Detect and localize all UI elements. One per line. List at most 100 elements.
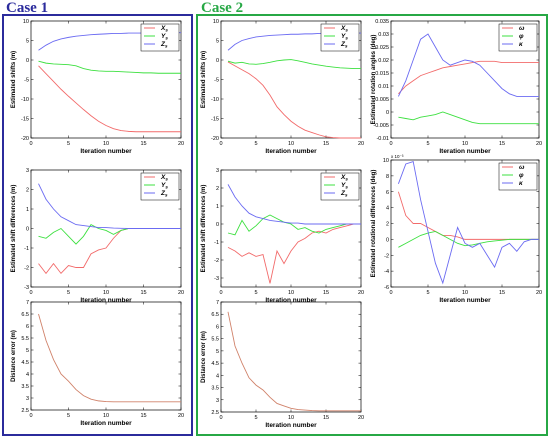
legend-label: Zs	[340, 41, 348, 49]
x-tick-label: 20	[178, 290, 184, 296]
x-tick-label: 15	[140, 413, 146, 419]
x-tick-label: 15	[323, 290, 329, 296]
y-tick-label: 5	[216, 39, 219, 45]
x-axis-label: Iteration number	[265, 297, 317, 304]
x-tick-label: 0	[29, 141, 32, 147]
y-axis-label: Estimated rotational differences (deg)	[371, 170, 377, 278]
y-tick-label: -0.01	[376, 136, 389, 142]
series-line-2	[227, 214, 361, 236]
x-tick-label: 15	[140, 141, 146, 147]
x-tick-label: 0	[219, 141, 222, 147]
y-tick-label: 2.5	[211, 410, 219, 416]
legend-label: κ	[519, 41, 523, 48]
legend-label: Xs	[160, 25, 168, 33]
x-tick-label: 10	[288, 415, 294, 421]
y-tick-label: -1	[214, 240, 219, 246]
y-tick-label: 6.5	[211, 312, 219, 318]
y-tick-label: -10	[211, 97, 219, 103]
x-tick-label: 15	[323, 415, 329, 421]
y-tick-label: 6	[26, 324, 29, 330]
legend-label: Ys	[341, 182, 348, 190]
x-tick-label: 10	[462, 141, 468, 147]
x-axis-label: Iteration number	[439, 297, 491, 304]
y-tick-label: 5	[216, 349, 219, 355]
y-tick-label: 7	[216, 300, 219, 306]
y-tick-label: -5	[214, 78, 219, 84]
y-tick-label: 1	[216, 204, 219, 210]
y-tick-label: 7	[26, 300, 29, 306]
y-tick-label: -3	[214, 276, 219, 282]
plot-frame	[30, 301, 182, 411]
y-tick-label: 2.5	[21, 408, 29, 414]
x-tick-label: 10	[103, 290, 109, 296]
y-tick-label: 5.5	[211, 337, 219, 343]
x-axis-label: Iteration number	[80, 148, 132, 155]
x-tick-label: 20	[358, 290, 364, 296]
y-tick-label: -5	[24, 78, 29, 84]
x-axis-label: Iteration number	[265, 422, 317, 429]
y-tick-label: -2	[214, 258, 219, 264]
x-tick-label: 20	[178, 413, 184, 419]
x-tick-label: 10	[103, 413, 109, 419]
legend-label: Ys	[161, 33, 168, 41]
y-axis-label: Distance error (m)	[201, 331, 207, 383]
x-tick-label: 10	[103, 141, 109, 147]
series-line-3	[397, 161, 539, 285]
x-tick-label: 5	[426, 141, 429, 147]
x-tick-label: 5	[254, 290, 257, 296]
y-tick-label: 10	[213, 19, 219, 25]
y-tick-label: 3	[26, 396, 29, 402]
y-tick-label: 5.5	[21, 336, 29, 342]
y-tick-label: 3.5	[211, 386, 219, 392]
y-axis-label: Estimated shifts (m)	[201, 51, 207, 108]
x-tick-label: 15	[499, 290, 505, 296]
y-tick-label: -2	[384, 253, 389, 259]
x-tick-label: 5	[254, 415, 257, 421]
y-tick-label: 0	[216, 58, 219, 64]
y-tick-label: -2	[24, 266, 29, 272]
y-axis-label: Estimated shift differences (m)	[11, 185, 17, 273]
x-tick-label: 20	[358, 141, 364, 147]
y-tick-label: 0.01	[378, 84, 389, 90]
series-line-1	[38, 65, 181, 133]
x-tick-label: 0	[389, 290, 392, 296]
x-axis-label: Iteration number	[265, 148, 317, 155]
x-tick-label: 15	[499, 141, 505, 147]
x-axis-label: Iteration number	[80, 420, 132, 427]
legend-label: Xs	[160, 174, 168, 182]
x-tick-label: 10	[288, 141, 294, 147]
x-tick-label: 15	[140, 290, 146, 296]
y-tick-label: 0.02	[378, 58, 389, 64]
y-tick-label: 2	[386, 222, 389, 228]
y-tick-label: 4.5	[211, 361, 219, 367]
series-line-3	[227, 184, 361, 225]
y-axis-label: Estimated shift differences (m)	[201, 185, 207, 273]
y-tick-label: -20	[211, 136, 219, 142]
y-tick-label: 0.035	[375, 19, 389, 25]
y-tick-label: 0	[216, 222, 219, 228]
y-tick-label: 4	[386, 206, 389, 212]
legend-label: Xs	[340, 174, 348, 182]
y-tick-label: 4.5	[21, 360, 29, 366]
series-line-3	[38, 183, 181, 229]
series-line-3	[397, 33, 539, 97]
x-tick-label: 10	[288, 290, 294, 296]
y-axis-label: Estimated shifts (m)	[11, 51, 17, 108]
x-tick-label: 0	[389, 141, 392, 147]
y-tick-label: 0.025	[375, 45, 389, 51]
case-1-title: Case 1	[6, 0, 49, 16]
y-tick-label: 1	[26, 207, 29, 213]
x-tick-label: 15	[323, 141, 329, 147]
legend-label: ω	[519, 25, 525, 32]
y-tick-label: 0	[386, 237, 389, 243]
series-line-1	[398, 60, 539, 95]
y-tick-label: 3	[216, 168, 219, 174]
legend-label: ω	[519, 164, 525, 171]
legend-label: Ys	[161, 182, 168, 190]
legend-label: Zs	[160, 190, 168, 198]
